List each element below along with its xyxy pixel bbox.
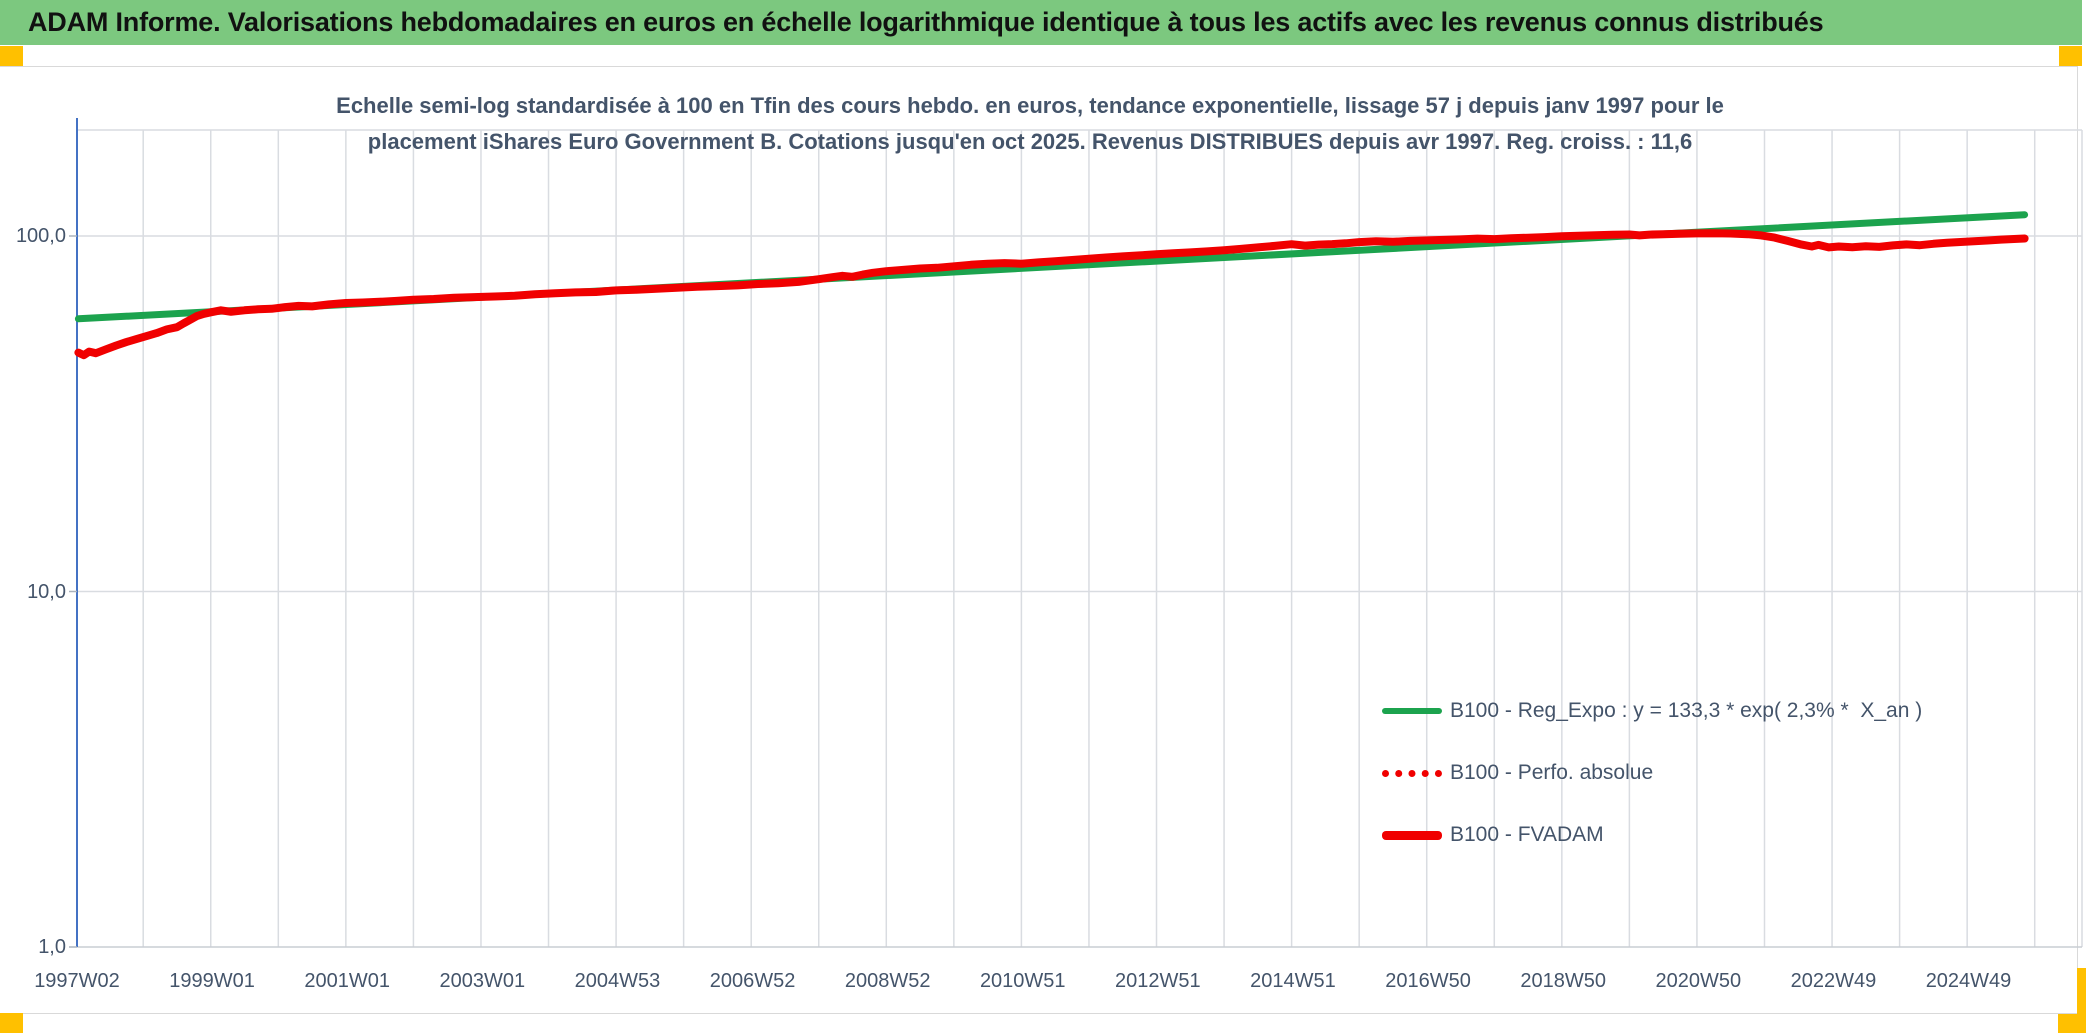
banner: ADAM Informe. Valorisations hebdomadaire… xyxy=(0,0,2082,45)
chart-title-line2: placement iShares Euro Government B. Cot… xyxy=(367,129,1693,154)
x-axis-label: 2022W49 xyxy=(1790,970,1877,992)
accent-bar-right xyxy=(2077,968,2086,1033)
legend-item-reg-expo[interactable]: B100 - Reg_Expo : y = 133,3 * exp( 2,3% … xyxy=(1382,697,1922,725)
x-axis-label: 2008W52 xyxy=(844,970,931,992)
x-axis-label: 2012W51 xyxy=(1115,970,1201,992)
legend-swatch-red-dotted-line xyxy=(1382,769,1442,777)
legend-item-perfo-absolue[interactable]: B100 - Perfo. absolue xyxy=(1382,759,1922,787)
x-axis-label: 1997W02 xyxy=(34,970,120,992)
series-b100-perfo-absolue[interactable] xyxy=(75,230,2028,358)
y-axis-label: 10,0 xyxy=(27,580,66,603)
x-axis-label: 2016W50 xyxy=(1385,970,1471,992)
legend-label-reg-expo: B100 - Reg_Expo : y = 133,3 * exp( 2,3% … xyxy=(1450,699,1923,722)
legend-item-fvadam[interactable]: B100 - FVADAM xyxy=(1382,821,1922,849)
banner-title: ADAM Informe. Valorisations hebdomadaire… xyxy=(28,7,1824,37)
accent-square-top-left xyxy=(0,46,23,66)
chart-title-line1: Echelle semi-log standardisée à 100 en T… xyxy=(336,93,1724,118)
x-axis-label: 2014W51 xyxy=(1250,970,1336,992)
legend-swatch-green-line xyxy=(1382,708,1442,714)
chart-legend: B100 - Reg_Expo : y = 133,3 * exp( 2,3% … xyxy=(1382,697,1922,849)
legend-label-fvadam: B100 - FVADAM xyxy=(1450,823,1604,846)
y-axis-label: 1,0 xyxy=(38,936,66,958)
chart-title[interactable]: Echelle semi-log standardisée à 100 en T… xyxy=(0,88,2060,160)
x-axis-label: 2001W01 xyxy=(304,970,391,992)
x-axis-label: 2003W01 xyxy=(439,970,526,992)
y-axis-label: 100,0 xyxy=(15,225,66,247)
accent-square-bottom-left xyxy=(0,1013,23,1033)
legend-label-perfo-absolue: B100 - Perfo. absolue xyxy=(1450,761,1654,784)
x-axis-label: 2010W51 xyxy=(979,970,1066,992)
series-b100-fvadam[interactable] xyxy=(74,229,2029,360)
x-axis-label: 2018W50 xyxy=(1520,970,1606,992)
x-axis-label: 2004W53 xyxy=(574,970,661,992)
x-axis-label: 2020W50 xyxy=(1655,970,1742,992)
x-axis-label: 2006W52 xyxy=(709,970,796,992)
accent-square-top-right xyxy=(2059,46,2082,66)
x-axis-label: 1999W01 xyxy=(169,970,255,992)
x-axis-label: 2024W49 xyxy=(1925,970,2012,992)
legend-swatch-red-thick-line xyxy=(1382,830,1442,840)
